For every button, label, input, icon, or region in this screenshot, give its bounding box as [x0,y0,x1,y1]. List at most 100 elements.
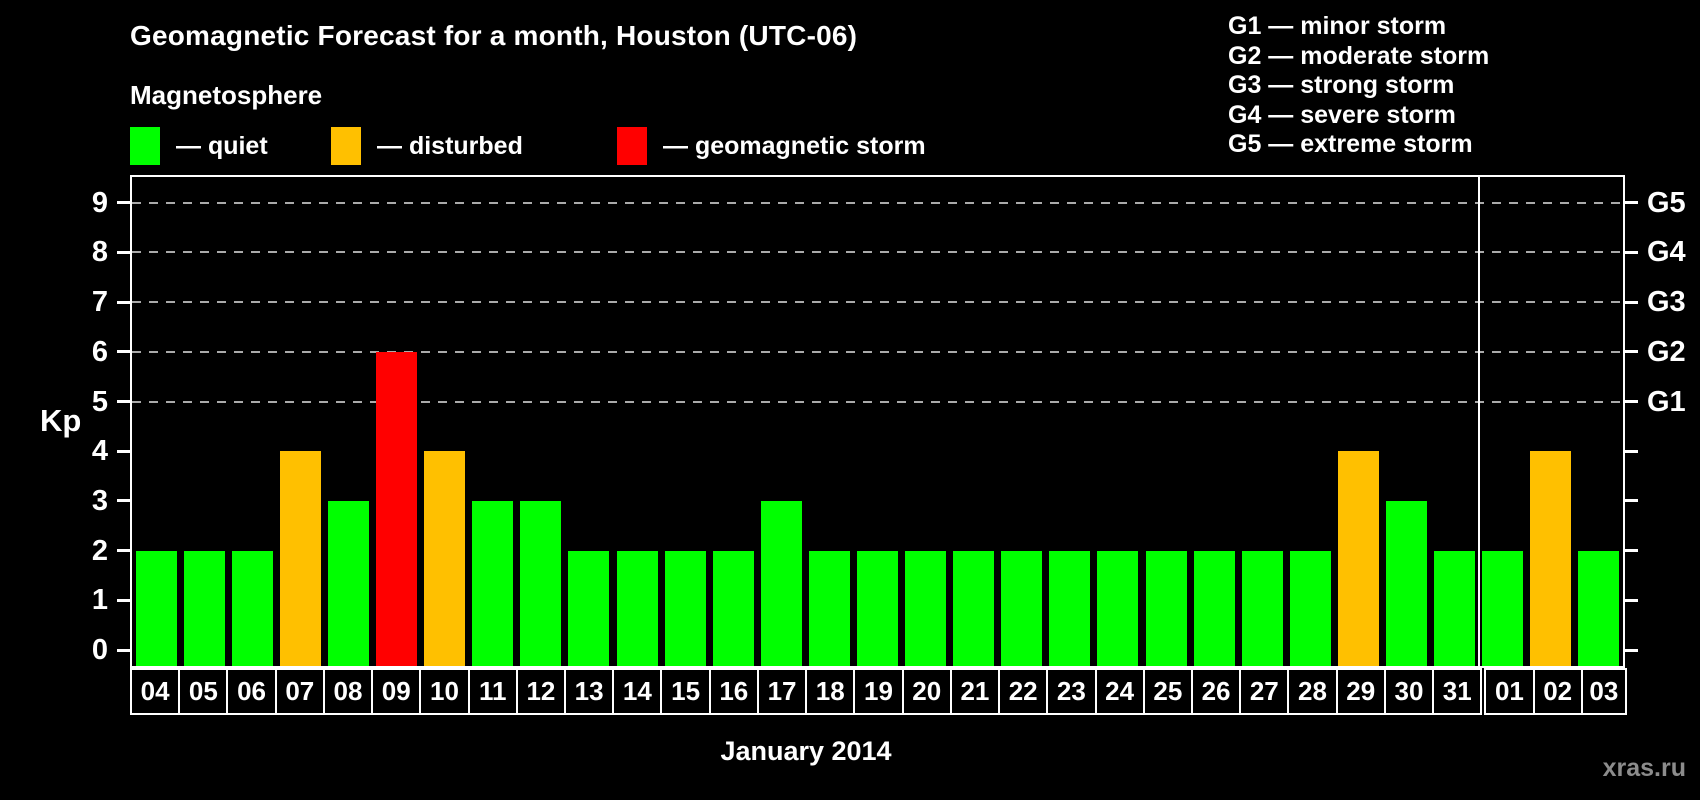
y-axis-tick-label: 2 [91,534,108,567]
x-axis-title: January 2014 [720,736,892,766]
x-axis-day-cell-26: 26 [1190,668,1242,715]
bar-day-17 [760,500,802,666]
storm-scale-line: G2 — moderate storm [1228,41,1490,70]
right-axis-label-G5: G5 [1647,186,1686,219]
right-axis-tick [1625,400,1638,403]
y-axis-tick-label: 1 [91,584,108,617]
x-axis-day-cell-01: 01 [1484,668,1535,715]
bar-day-07 [279,451,321,666]
x-axis-day-cell-04: 04 [130,668,181,715]
x-axis-day-cell-17: 17 [756,668,808,715]
bar-day-28 [1289,550,1331,666]
right-axis-label-G4: G4 [1647,236,1686,269]
y-axis-tick [117,201,130,205]
right-axis-label-G1: G1 [1647,385,1686,418]
right-axis-label-G3: G3 [1647,286,1686,319]
x-axis-day-cell-14: 14 [612,668,663,715]
x-axis-day-cell-02: 02 [1532,668,1583,715]
right-axis-tick [1625,350,1638,354]
storm-scale-line: G3 — strong storm [1228,71,1455,99]
legend-item-label: — quiet [176,131,268,160]
legend-item-disturbed: — disturbed [331,127,523,165]
right-axis-label-G2: G2 [1647,335,1686,368]
y-axis-tick [117,300,130,304]
x-axis-day-cell-05: 05 [178,668,229,715]
gridline-kp8 [132,251,1623,254]
gridline-kp9 [132,201,1623,204]
x-axis-day-cell-20: 20 [901,668,952,715]
bar-day-10 [424,451,466,666]
bar-day-29 [1337,451,1379,666]
legend-item-storm: — geomagnetic storm [617,127,926,165]
bar-day-09 [376,351,418,666]
right-axis-tick [1625,499,1638,503]
bar-day-16 [712,550,754,666]
y-axis-tick [117,648,130,652]
storm-scale-line: G4 — severe storm [1228,100,1456,129]
y-axis-tick [117,400,130,403]
bar-day-18 [808,550,850,666]
chart-subtitle: Magnetosphere [130,80,323,110]
x-axis-day-cell-22: 22 [998,668,1049,715]
bar-day-25 [1145,550,1187,666]
bar-day-06 [231,550,273,666]
legend-item-quiet: — quiet [130,127,268,165]
x-axis-day-cell-23: 23 [1046,668,1097,715]
y-axis-tick-label: 3 [91,484,108,517]
y-axis-tick [117,549,130,553]
quiet-swatch-icon [130,127,160,165]
x-axis-day-cell-25: 25 [1142,668,1193,715]
storm-swatch-icon [617,127,647,165]
y-axis-tick [117,598,130,602]
right-axis-tick [1625,201,1638,205]
x-axis-day-cell-24: 24 [1094,668,1145,715]
x-axis-day-cell-31: 31 [1432,668,1483,715]
bar-day-04 [135,550,177,666]
gridline-kp5 [132,400,1623,403]
bar-day-27 [1241,550,1283,666]
x-axis-day-cell-10: 10 [419,668,470,715]
bar-day-24 [1097,550,1139,666]
y-axis-tick-label: 4 [91,435,108,468]
x-axis-day-cell-11: 11 [467,668,518,715]
bar-day-12 [520,500,562,666]
bar-day-30 [1386,500,1428,666]
legend-item-label: — geomagnetic storm [663,131,926,160]
y-axis-tick [117,499,130,503]
y-axis-tick-label: 6 [91,335,108,368]
y-axis-tick-label: 5 [91,385,108,418]
right-axis-tick [1625,250,1638,254]
bar-day-05 [183,550,225,666]
bar-day-01 [1482,550,1524,666]
y-axis-tick-label: 8 [91,236,108,269]
y-axis-tick-label: 7 [91,286,108,319]
bar-day-15 [664,550,706,666]
y-axis-tick [117,449,130,453]
x-axis-day-cell-12: 12 [515,668,567,715]
y-axis-tick [117,250,130,254]
x-axis-day-cell-19: 19 [853,668,904,715]
x-axis-day-cell-15: 15 [660,668,711,715]
storm-scale-legend: G1 — minor storm G2 — moderate storm G3 … [1228,12,1489,160]
x-axis-day-cell-21: 21 [949,668,1001,715]
disturbed-swatch-icon [331,127,361,165]
x-axis-day-cell-30: 30 [1383,668,1435,715]
x-axis-day-cell-29: 29 [1335,668,1386,715]
bar-day-14 [616,550,658,666]
month-separator-line [1477,177,1480,666]
x-axis-day-cell-28: 28 [1287,668,1338,715]
right-axis-tick [1625,449,1638,453]
x-axis-day-cell-08: 08 [322,668,374,715]
chart-title: Geomagnetic Forecast for a month, Housto… [130,20,858,51]
bar-day-21 [953,550,995,666]
x-axis-day-cell-16: 16 [708,668,759,715]
bar-day-11 [472,500,514,666]
x-axis-day-cell-03: 03 [1580,668,1627,715]
status-legend: — quiet — disturbed — geomagnetic storm [130,127,1030,171]
plot-area [130,175,1625,668]
x-axis-day-cell-13: 13 [564,668,615,715]
bar-day-20 [905,550,947,666]
watermark: xras.ru [1602,754,1686,782]
storm-scale-line: G5 — extreme storm [1228,130,1473,158]
